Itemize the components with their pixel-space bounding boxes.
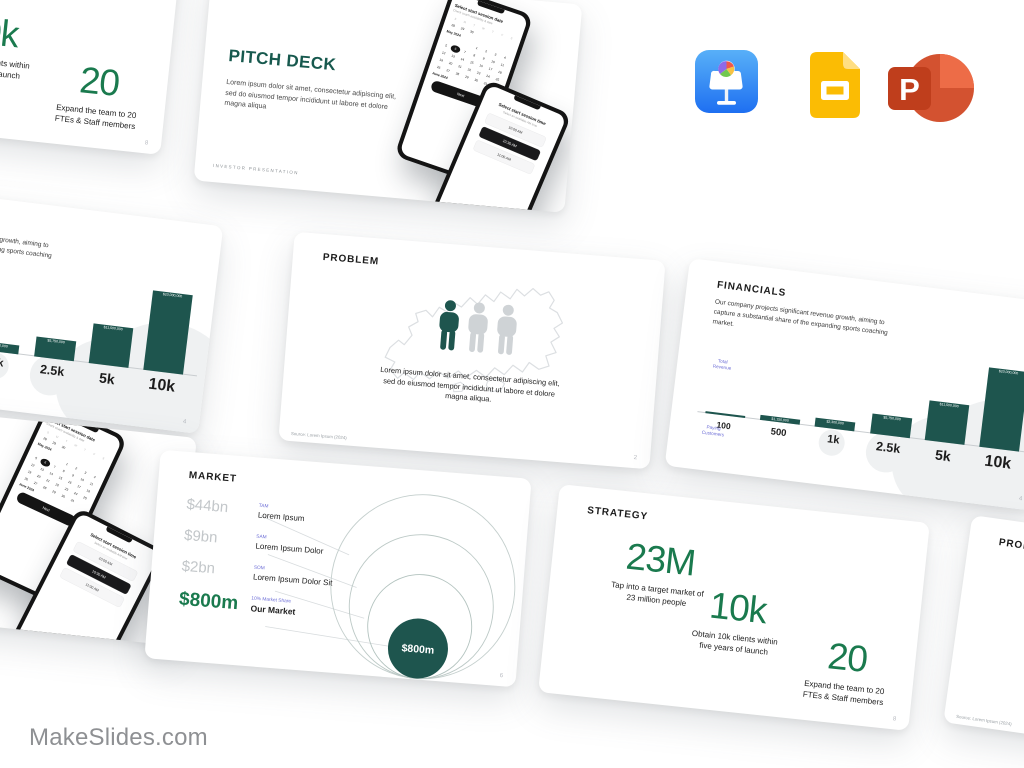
page-number: 4 (1018, 495, 1023, 503)
slide-financials-main[interactable]: FINANCIALS Our company projects signific… (664, 258, 1024, 511)
slide-problem-main[interactable]: PROBLEM Lorem ipsum dolor sit amet, cons… (278, 231, 666, 470)
powerpoint-icon[interactable]: P (888, 52, 976, 124)
market-value: $9bn (183, 526, 219, 547)
bar-value-label: $5,750,000 (46, 338, 65, 345)
page-number: 2 (633, 455, 638, 462)
bar-value-label: $2,300,000 (826, 419, 845, 426)
revenue-bar-chart: 100 $1,150,000 500 $2,300,000 1k (697, 317, 1024, 511)
slide-strategy-top-left[interactable]: STRATEGY 23M Tap into a target market of… (0, 0, 182, 155)
market-row: $800m 10% Market Share Our Market (178, 589, 331, 623)
bar-value-label (705, 412, 745, 417)
person-icon (468, 302, 488, 353)
slide-market[interactable]: $800m MARKET $44bn TAM Lorem Ipsum $9bn … (144, 449, 532, 688)
slide-title: PROBLEM (322, 252, 380, 268)
revenue-bar: $11,500,000 (924, 400, 970, 445)
slide-financials-left[interactable]: FINANCIALS Our company projects signific… (0, 181, 224, 434)
bar-value-label: $5,750,000 (882, 415, 901, 422)
bar-value-label: $23,000,000 (162, 292, 183, 299)
x-axis-label: Paying Customers (701, 424, 725, 438)
our-market-bubble (387, 618, 448, 679)
google-slides-icon[interactable] (810, 52, 860, 118)
phone-notch-icon (513, 95, 541, 111)
bar-category-label: 500 (769, 426, 788, 440)
revenue-bar-chart: 100 $1,150,000 500 $2,300,000 1k (0, 240, 224, 434)
revenue-bar (705, 411, 745, 418)
market-tag: SAM (256, 533, 267, 540)
bar-value-label: $11,500,000 (103, 325, 123, 332)
keynote-icon[interactable] (695, 50, 758, 113)
market-label: Lorem Ipsum (257, 510, 305, 524)
stat-block: 20 Expand the team to 20 FTEs & Staff mem… (761, 631, 930, 713)
source-note: Source: Lorem Ipsum (2024) (290, 431, 347, 441)
tam-sam-som-circles: $800m (260, 494, 516, 680)
market-value: $800m (178, 588, 239, 615)
revenue-bar: $2,300,000 (0, 340, 20, 355)
market-tag: 10% Market Share (251, 595, 292, 604)
slide-pitch-cover[interactable]: PITCH DECK Lorem ipsum dolor sit amet, c… (193, 0, 583, 213)
market-tag: SOM (253, 564, 265, 571)
map-outline-icon (384, 287, 564, 393)
bar-column: $23,000,000 10k (136, 274, 203, 396)
market-label: Lorem Ipsum Dolor Sit (252, 572, 333, 588)
time-options: 10:00 AM 10:30 AM 11:00 AM (53, 538, 144, 611)
page-number: 8 (892, 716, 897, 723)
cover-body: Lorem ipsum dolor sit amet, consectetur … (224, 78, 397, 111)
revenue-bar: $23,000,000 (143, 290, 194, 375)
slide-title: PROBLEM (998, 537, 1024, 556)
person-icon (439, 300, 459, 351)
revenue-bar: $11,500,000 (88, 323, 134, 368)
page-number: 4 (182, 418, 187, 426)
market-size-rows: $44bn TAM Lorem Ipsum $9bn SAM Lorem Ips… (177, 496, 338, 635)
bubble-value: $800m (401, 642, 435, 657)
slide-strategy-main[interactable]: STRATEGY 23M Tap into a target market of… (538, 484, 930, 731)
market-label: Lorem Ipsum Dolor (255, 541, 324, 556)
stat-value: 10k (0, 8, 21, 56)
app-format-icons: P (690, 50, 990, 126)
market-row: $9bn SAM Lorem Ipsum Dolor (183, 527, 336, 557)
slide-title: STRATEGY (586, 505, 649, 523)
market-row: $2bn SOM Lorem Ipsum Dolor Sit (181, 558, 334, 588)
page-number: 8 (144, 140, 149, 147)
market-value: $44bn (185, 495, 229, 517)
page-number: 6 (499, 673, 504, 680)
slide-title: FINANCIALS (716, 279, 787, 300)
stat-block: 20 Expand the team to 20 FTEs & Staff mem… (13, 55, 182, 137)
people-icons (436, 299, 520, 357)
revenue-bar: $1,150,000 (759, 414, 801, 425)
person-icon (497, 304, 517, 355)
revenue-bar: $23,000,000 (979, 367, 1024, 452)
market-value: $2bn (181, 557, 216, 578)
market-tag: TAM (258, 502, 269, 509)
bar-value-label: $1,150,000 (771, 417, 789, 423)
bar-value-label: $2,300,000 (0, 342, 9, 349)
source-note: Source: Lorem Ipsum (2024) (955, 713, 1012, 727)
market-label: Our Market (250, 603, 296, 617)
cover-footer: INVESTOR PRESENTATION (212, 163, 299, 176)
svg-text:P: P (899, 72, 920, 107)
bar-value-label: $11,500,000 (939, 402, 959, 409)
site-logo: MakeSlides.com (29, 724, 208, 751)
bar-value-label: $23,000,000 (998, 369, 1019, 376)
cover-title: PITCH DECK (227, 46, 337, 75)
slide-problem-right[interactable]: PROBLEM Source: Lorem Ipsum (2024) (943, 515, 1024, 768)
